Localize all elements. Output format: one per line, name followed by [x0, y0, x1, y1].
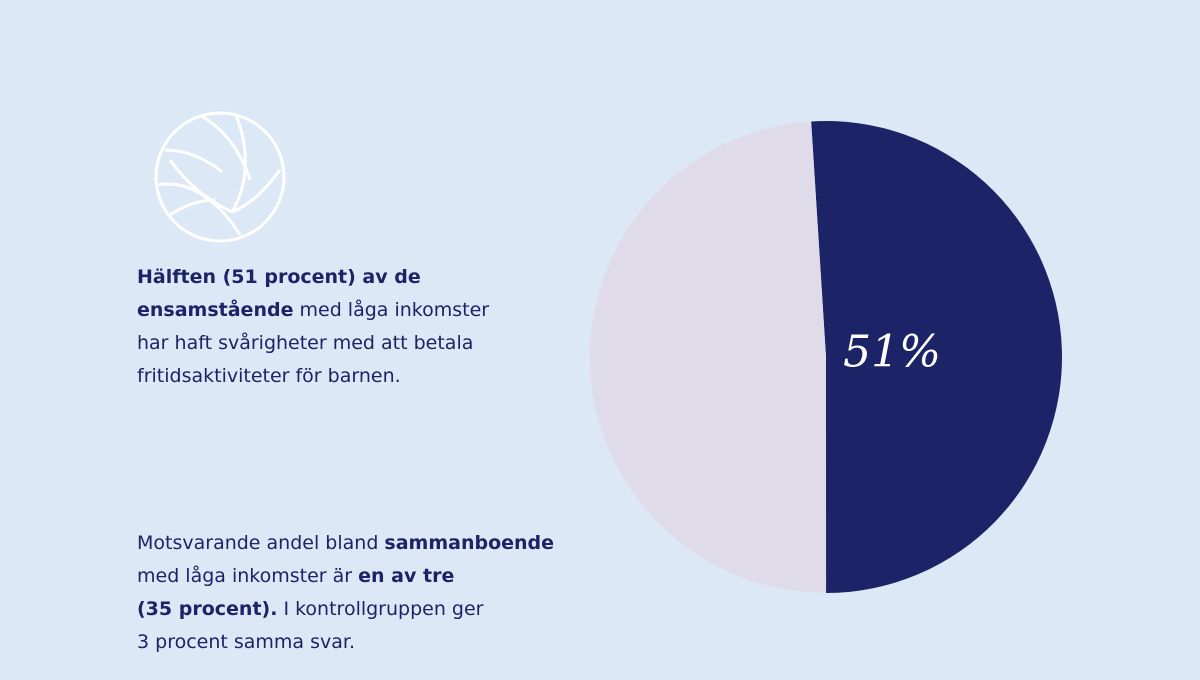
- text-run: (35 procent).: [137, 598, 278, 620]
- text-run: med låga inkomster: [293, 299, 490, 321]
- pie-slice: [811, 120, 1063, 593]
- text-run: med låga inkomster är: [137, 565, 359, 587]
- text-line: har haft svårigheter med att betala: [137, 327, 489, 360]
- text-run: ensamstående: [137, 299, 294, 321]
- text-run: 3 procent samma svar.: [137, 631, 356, 653]
- text-run: Hälften (51 procent) av de: [137, 266, 421, 288]
- text-run: har haft svårigheter med att betala: [137, 332, 474, 354]
- text-line: med låga inkomster är en av tre: [137, 560, 554, 593]
- text-line: ensamstående med låga inkomster: [137, 294, 489, 327]
- text-line: fritidsaktiviteter för barnen.: [137, 360, 489, 393]
- text-line: Hälften (51 procent) av de: [137, 261, 489, 294]
- text-line: Motsvarande andel bland sammanboende: [137, 527, 554, 560]
- text-line: 3 procent samma svar.: [137, 626, 554, 659]
- text-run: sammanboende: [384, 532, 555, 554]
- text-run: I kontrollgruppen ger: [277, 598, 484, 620]
- text-run: en av tre: [358, 565, 455, 587]
- text-line: (35 procent). I kontrollgruppen ger: [137, 593, 554, 626]
- paragraph: Motsvarande andel bland sammanboende med …: [137, 527, 554, 659]
- paragraph: Hälften (51 procent) av de ensamstående m…: [137, 261, 489, 393]
- pie-slice: [590, 121, 827, 593]
- data-label: 51%: [843, 326, 941, 377]
- text-run: Motsvarande andel bland: [137, 532, 385, 554]
- volleyball-icon: [154, 111, 286, 243]
- text-run: fritidsaktiviteter för barnen.: [137, 365, 401, 387]
